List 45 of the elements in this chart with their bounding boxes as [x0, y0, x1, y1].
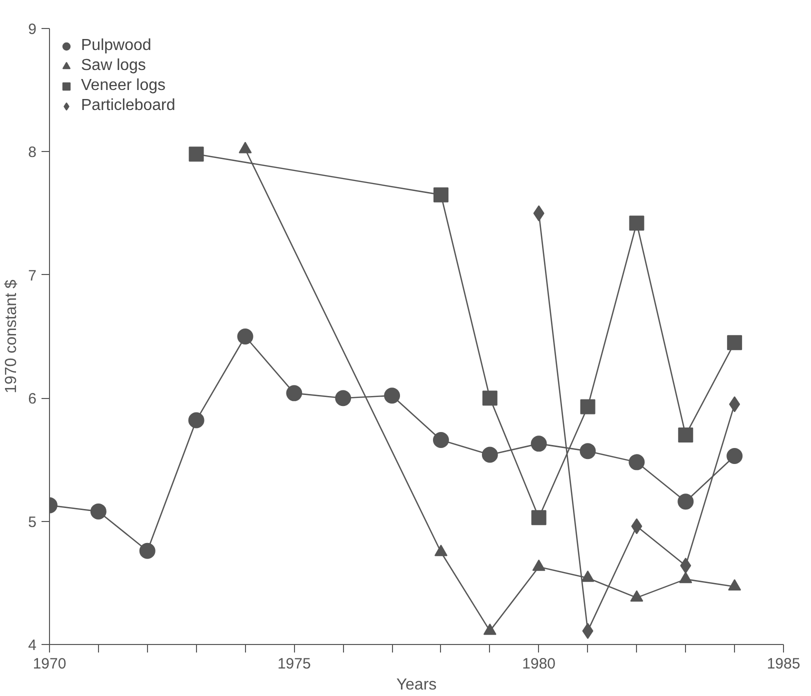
legend-label: Saw logs: [81, 57, 146, 75]
y-tick-label: 9: [28, 21, 36, 38]
point: [188, 412, 204, 428]
point: [530, 436, 547, 452]
point: [188, 146, 204, 162]
point: [482, 446, 498, 463]
y-tick-label: 6: [28, 390, 36, 408]
point: [580, 399, 596, 414]
legend-label: Veneer logs: [81, 77, 166, 95]
point: [384, 388, 400, 404]
point: [237, 328, 254, 344]
x-tick-label: 1980: [522, 656, 556, 672]
point: [580, 443, 596, 460]
point: [433, 187, 448, 202]
point: [678, 494, 694, 510]
point: [90, 503, 106, 520]
point: [678, 428, 694, 443]
point: [630, 590, 644, 602]
y-tick-label: 4: [28, 637, 36, 654]
point: [432, 432, 449, 448]
point: [629, 216, 644, 231]
x-tick-label: 1985: [766, 656, 800, 672]
legend-label: Particleboard: [81, 97, 176, 115]
point: [726, 448, 743, 464]
point: [679, 572, 692, 584]
point: [483, 624, 496, 635]
point: [531, 510, 546, 526]
point: [628, 454, 645, 470]
point: [532, 559, 546, 571]
point: [286, 385, 302, 402]
point: [727, 335, 742, 350]
legend-label: Pulpwood: [81, 37, 152, 55]
point: [482, 390, 498, 406]
point: [728, 579, 742, 591]
x-axis-title: Years: [396, 676, 437, 694]
x-tick-label: 1970: [32, 656, 66, 672]
point: [335, 390, 352, 406]
y-tick-label: 8: [28, 144, 36, 162]
y-tick-label: 5: [28, 514, 36, 531]
y-axis-title: 1970 constant $: [3, 279, 20, 394]
point: [434, 544, 448, 556]
x-tick-label: 1975: [277, 656, 311, 672]
point: [581, 570, 594, 582]
y-tick-label: 7: [28, 267, 36, 284]
point: [139, 542, 156, 559]
